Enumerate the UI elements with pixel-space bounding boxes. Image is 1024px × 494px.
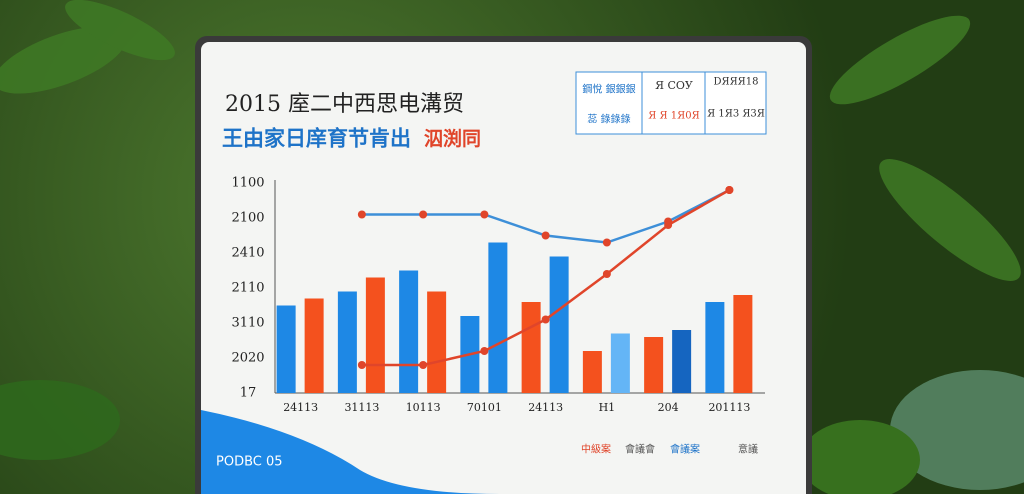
y-tick-label: 2100: [231, 211, 264, 226]
bar: [549, 256, 569, 393]
point: [725, 186, 734, 194]
x-tick-label: 2411З: [283, 401, 318, 414]
bar: [488, 242, 508, 393]
point: [480, 210, 489, 219]
legend-text: Я Я 1Я0Я: [648, 111, 699, 122]
x-tick-label: 3111З: [344, 401, 379, 414]
bar: [644, 337, 664, 393]
bar: [276, 305, 296, 393]
footer: PODBC 05: [216, 455, 283, 470]
point: [357, 361, 366, 369]
legend-text: 鋼悅 銀銀銀: [582, 83, 635, 96]
subtitle-red: 泅渕同: [424, 127, 481, 150]
point: [357, 210, 366, 219]
legend-text: DЯЯЯ18: [714, 77, 759, 88]
bar: [427, 291, 447, 393]
y-tick-label: 17: [240, 386, 257, 401]
wave: [201, 410, 500, 494]
point: [541, 315, 550, 324]
legend-text: Я СОУ: [655, 79, 693, 92]
y-tick-label: 2020: [231, 351, 264, 366]
footer-legend: 中級案: [581, 443, 611, 456]
legend-text: Я 1Я3 Я3Я: [707, 109, 765, 120]
point: [419, 210, 428, 219]
bar: [582, 351, 602, 393]
x-tick-label: Н1: [599, 401, 616, 414]
title: 2015 庢二中西思电溝贸: [225, 92, 464, 117]
footer-legend: 意議: [738, 443, 758, 456]
bar: [304, 298, 324, 393]
x-tick-label: 1011З: [406, 401, 441, 414]
point: [480, 347, 489, 355]
bar: [365, 277, 385, 393]
point: [602, 270, 611, 278]
footer-legend: 會議會: [625, 443, 655, 456]
y-tick-label: 1100: [231, 176, 264, 191]
y-tick-label: 2410: [231, 246, 264, 261]
legend-text: 蕊 錄錄錄: [587, 113, 630, 126]
y-tick-label: 2110: [231, 281, 264, 296]
legend-box: [575, 71, 767, 135]
subtitle: 王由家日庠育节肯出: [222, 126, 411, 151]
bar: [733, 295, 753, 393]
y-tick-label: 3110: [231, 316, 264, 331]
x-tick-label: 2411З: [528, 401, 563, 414]
bar: [521, 302, 541, 393]
point: [602, 238, 611, 247]
bar: [610, 333, 630, 393]
x-tick-label: 70101: [467, 401, 502, 414]
bar: [337, 291, 357, 393]
point: [664, 221, 673, 229]
point: [419, 361, 428, 369]
x-tick-label: 20111З: [708, 401, 750, 414]
bar: [705, 302, 725, 393]
bar: [399, 270, 419, 393]
point: [541, 231, 550, 240]
bar: [672, 330, 692, 393]
footer-legend: 會議案: [670, 443, 700, 456]
x-tick-label: 204: [658, 401, 679, 414]
